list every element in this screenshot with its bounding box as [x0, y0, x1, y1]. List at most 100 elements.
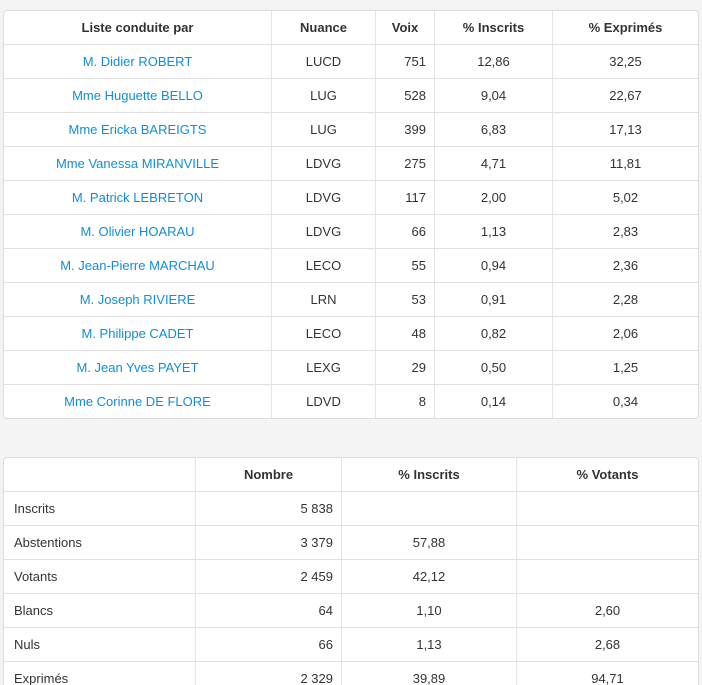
pct-exprimes-cell: 0,34 [552, 384, 698, 418]
col-header-pct-exprimes: % Exprimés [552, 11, 698, 44]
result-row: M. Olivier HOARAU LDVG 66 1,13 2,83 [4, 214, 698, 248]
nuance-cell: LRN [271, 282, 375, 316]
voix-cell: 751 [375, 44, 434, 78]
nombre-cell: 64 [195, 593, 341, 627]
candidate-cell: M. Didier ROBERT [4, 44, 271, 78]
results-header-row: Liste conduite par Nuance Voix % Inscrit… [4, 11, 698, 44]
pct-inscrits-cell: 0,94 [434, 248, 552, 282]
pct-exprimes-cell: 5,02 [552, 180, 698, 214]
voix-cell: 117 [375, 180, 434, 214]
result-row: Mme Huguette BELLO LUG 528 9,04 22,67 [4, 78, 698, 112]
participation-label: Abstentions [4, 525, 195, 559]
candidate-link[interactable]: M. Philippe CADET [81, 326, 194, 341]
part-pct-votants-cell [516, 491, 698, 525]
voix-cell: 66 [375, 214, 434, 248]
candidate-cell: Mme Corinne DE FLORE [4, 384, 271, 418]
pct-exprimes-cell: 2,83 [552, 214, 698, 248]
part-pct-votants-cell: 94,71 [516, 661, 698, 685]
nuance-cell: LUG [271, 112, 375, 146]
col-header-part-inscrits: % Inscrits [341, 458, 516, 491]
candidate-link[interactable]: M. Patrick LEBRETON [71, 190, 204, 205]
nombre-cell: 66 [195, 627, 341, 661]
voix-cell: 55 [375, 248, 434, 282]
participation-label: Nuls [4, 627, 195, 661]
nuance-cell: LECO [271, 248, 375, 282]
voix-cell: 528 [375, 78, 434, 112]
candidate-cell: Mme Ericka BAREIGTS [4, 112, 271, 146]
nuance-cell: LDVD [271, 384, 375, 418]
participation-row: Blancs 64 1,10 2,60 [4, 593, 698, 627]
part-pct-inscrits-cell: 57,88 [341, 525, 516, 559]
candidate-link[interactable]: Mme Huguette BELLO [72, 88, 203, 103]
candidate-link[interactable]: M. Joseph RIVIERE [79, 292, 196, 307]
results-table: Liste conduite par Nuance Voix % Inscrit… [3, 10, 699, 419]
result-row: M. Philippe CADET LECO 48 0,82 2,06 [4, 316, 698, 350]
nombre-cell: 5 838 [195, 491, 341, 525]
candidate-link[interactable]: Mme Vanessa MIRANVILLE [55, 156, 220, 171]
candidate-link[interactable]: M. Jean-Pierre MARCHAU [60, 258, 215, 273]
voix-cell: 275 [375, 146, 434, 180]
voix-cell: 8 [375, 384, 434, 418]
voix-cell: 53 [375, 282, 434, 316]
part-pct-inscrits-cell: 42,12 [341, 559, 516, 593]
result-row: M. Didier ROBERT LUCD 751 12,86 32,25 [4, 44, 698, 78]
participation-label: Inscrits [4, 491, 195, 525]
col-header-nombre: Nombre [195, 458, 341, 491]
candidate-link[interactable]: Mme Ericka BAREIGTS [68, 122, 207, 137]
candidate-cell: M. Olivier HOARAU [4, 214, 271, 248]
participation-label: Exprimés [4, 661, 195, 685]
participation-row: Nuls 66 1,13 2,68 [4, 627, 698, 661]
voix-cell: 399 [375, 112, 434, 146]
part-pct-votants-cell [516, 559, 698, 593]
candidate-cell: M. Jean-Pierre MARCHAU [4, 248, 271, 282]
pct-inscrits-cell: 1,13 [434, 214, 552, 248]
result-row: Mme Vanessa MIRANVILLE LDVG 275 4,71 11,… [4, 146, 698, 180]
participation-label: Votants [4, 559, 195, 593]
nuance-cell: LEXG [271, 350, 375, 384]
pct-inscrits-cell: 0,50 [434, 350, 552, 384]
result-row: M. Patrick LEBRETON LDVG 117 2,00 5,02 [4, 180, 698, 214]
pct-inscrits-cell: 12,86 [434, 44, 552, 78]
nuance-cell: LDVG [271, 146, 375, 180]
nuance-cell: LDVG [271, 214, 375, 248]
part-pct-votants-cell: 2,68 [516, 627, 698, 661]
part-pct-inscrits-cell: 39,89 [341, 661, 516, 685]
pct-exprimes-cell: 17,13 [552, 112, 698, 146]
pct-exprimes-cell: 32,25 [552, 44, 698, 78]
result-row: M. Jean Yves PAYET LEXG 29 0,50 1,25 [4, 350, 698, 384]
result-row: M. Jean-Pierre MARCHAU LECO 55 0,94 2,36 [4, 248, 698, 282]
part-pct-inscrits-cell: 1,13 [341, 627, 516, 661]
pct-exprimes-cell: 2,06 [552, 316, 698, 350]
part-pct-votants-cell [516, 525, 698, 559]
pct-inscrits-cell: 2,00 [434, 180, 552, 214]
candidate-link[interactable]: M. Jean Yves PAYET [76, 360, 199, 375]
candidate-cell: M. Philippe CADET [4, 316, 271, 350]
part-pct-inscrits-cell: 1,10 [341, 593, 516, 627]
pct-inscrits-cell: 6,83 [434, 112, 552, 146]
part-pct-votants-cell: 2,60 [516, 593, 698, 627]
participation-label: Blancs [4, 593, 195, 627]
nombre-cell: 2 329 [195, 661, 341, 685]
col-header-nuance: Nuance [271, 11, 375, 44]
candidate-cell: Mme Huguette BELLO [4, 78, 271, 112]
participation-header-row: Nombre % Inscrits % Votants [4, 458, 698, 491]
pct-inscrits-cell: 4,71 [434, 146, 552, 180]
col-header-empty [4, 458, 195, 491]
participation-row: Abstentions 3 379 57,88 [4, 525, 698, 559]
candidate-link[interactable]: M. Didier ROBERT [82, 54, 193, 69]
result-row: M. Joseph RIVIERE LRN 53 0,91 2,28 [4, 282, 698, 316]
voix-cell: 29 [375, 350, 434, 384]
nuance-cell: LDVG [271, 180, 375, 214]
nombre-cell: 3 379 [195, 525, 341, 559]
candidate-link[interactable]: M. Olivier HOARAU [80, 224, 195, 239]
participation-row: Votants 2 459 42,12 [4, 559, 698, 593]
nombre-cell: 2 459 [195, 559, 341, 593]
candidate-link[interactable]: Mme Corinne DE FLORE [64, 394, 211, 409]
pct-exprimes-cell: 2,28 [552, 282, 698, 316]
candidate-cell: M. Jean Yves PAYET [4, 350, 271, 384]
col-header-part-votants: % Votants [516, 458, 698, 491]
pct-inscrits-cell: 0,82 [434, 316, 552, 350]
pct-inscrits-cell: 0,91 [434, 282, 552, 316]
candidate-cell: Mme Vanessa MIRANVILLE [4, 146, 271, 180]
nuance-cell: LUCD [271, 44, 375, 78]
